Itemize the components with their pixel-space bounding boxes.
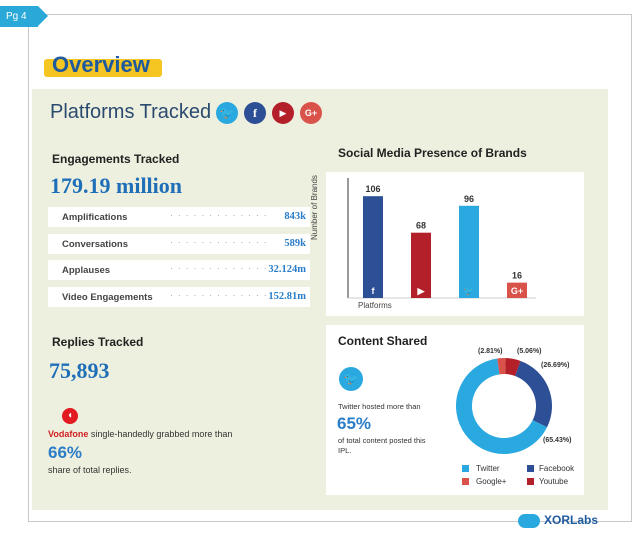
content-shared-title: Content Shared [338, 334, 428, 348]
content-pct: 65% [337, 414, 372, 433]
replies-line: Vodafone single-handedly grabbed more th… [48, 429, 232, 439]
donut-chart [456, 358, 552, 454]
legend-googleplus: Google+ [476, 477, 507, 486]
metric-row-amplifications: Amplifications · · · · · · · · · · · · ·… [48, 207, 310, 227]
donut-slice-facebook [514, 360, 552, 428]
metric-dots: · · · · · · · · · · · · · [170, 263, 268, 274]
donut-label-twitter: (65.43%) [543, 437, 572, 444]
bar-platform-icon: ▶ [417, 286, 426, 296]
donut-slice-twitter [456, 358, 548, 454]
metric-value: 32.124m [268, 264, 306, 275]
page-frame [28, 14, 632, 522]
bar-value-label: 68 [416, 221, 426, 231]
replies-sub: share of total replies. [48, 465, 132, 475]
xorlabs-logo: XORLabs [544, 513, 599, 527]
youtube-icon: ▶ [272, 102, 294, 124]
googleplus-icon: G+ [300, 102, 322, 124]
content-note: Twitter hosted more than [338, 402, 421, 411]
twitter-icon: 🐦 [216, 102, 238, 124]
legend-swatch-facebook [527, 465, 534, 472]
engagements-total: 179.19 million [50, 173, 183, 198]
page-tag: Pg 4 [0, 6, 48, 27]
legend-youtube: Youtube [539, 477, 569, 486]
twitter-icon: 🐦 [339, 367, 363, 391]
facebook-icon: f [244, 102, 266, 124]
donut-label-youtube: (5.06%) [517, 348, 542, 355]
legend-swatch-youtube [527, 478, 534, 485]
bar-xlabel: Platforms [358, 301, 392, 310]
legend-twitter: Twitter [476, 464, 500, 473]
replies-pct: 66% [48, 443, 83, 462]
bar-platform-icon: f [372, 286, 376, 296]
metric-row-conversations: Conversations · · · · · · · · · · · · · … [48, 234, 310, 254]
metric-value: 589k [284, 238, 306, 249]
overview-highlight [44, 59, 162, 77]
donut-slice-youtube [504, 358, 521, 377]
metric-row-applauses: Applauses · · · · · · · · · · · · · 32.1… [48, 260, 310, 280]
bar-chart: 106 f 68 ▶ 96 🐦 16 G+ [347, 178, 536, 299]
bar-chart-title: Social Media Presence of Brands [338, 146, 527, 160]
replies-desc: single-handedly grabbed more than [88, 429, 233, 439]
replies-total: 75,893 [49, 358, 110, 383]
legend-facebook: Facebook [539, 464, 575, 473]
metric-label: Conversations [62, 239, 128, 250]
bar-value-label: 16 [512, 271, 522, 281]
legend-swatch-googleplus [462, 478, 469, 485]
metric-value: 152.81m [268, 291, 306, 302]
metric-dots: · · · · · · · · · · · · · [170, 210, 268, 221]
replies-brand: Vodafone [48, 429, 89, 439]
donut-label-googleplus: (2.81%) [478, 348, 503, 355]
metric-row-video-engagements: Video Engagements · · · · · · · · · · · … [48, 287, 310, 307]
bar-value-label: 106 [365, 184, 380, 194]
overview-heading: Overview [52, 52, 150, 77]
bar-googleplus [507, 282, 527, 298]
metric-label: Amplifications [62, 212, 128, 223]
platforms-title: Platforms Tracked [50, 101, 212, 123]
content-sub: of total content posted this IPL. [338, 436, 426, 455]
bar-platform-icon: G+ [511, 286, 523, 296]
engagements-title: Engagements Tracked [52, 152, 180, 166]
bar-value-label: 96 [464, 194, 474, 204]
metric-label: Video Engagements [62, 292, 153, 303]
vodafone-icon: ◖ [62, 408, 78, 424]
metric-value: 843k [284, 211, 306, 222]
xorlabs-logo-mark [518, 514, 540, 528]
bar-twitter [459, 205, 479, 298]
legend-swatch-twitter [462, 465, 469, 472]
metric-dots: · · · · · · · · · · · · · [170, 237, 268, 248]
metric-label: Applauses [62, 265, 111, 276]
donut-label-facebook: (26.69%) [541, 362, 570, 369]
metric-dots: · · · · · · · · · · · · · [170, 290, 268, 301]
bar-youtube [411, 232, 431, 298]
bar-facebook [363, 196, 383, 298]
replies-title: Replies Tracked [52, 335, 144, 349]
bar-ylabel: Number of Brands [310, 175, 319, 240]
bar-platform-icon: 🐦 [463, 286, 474, 296]
